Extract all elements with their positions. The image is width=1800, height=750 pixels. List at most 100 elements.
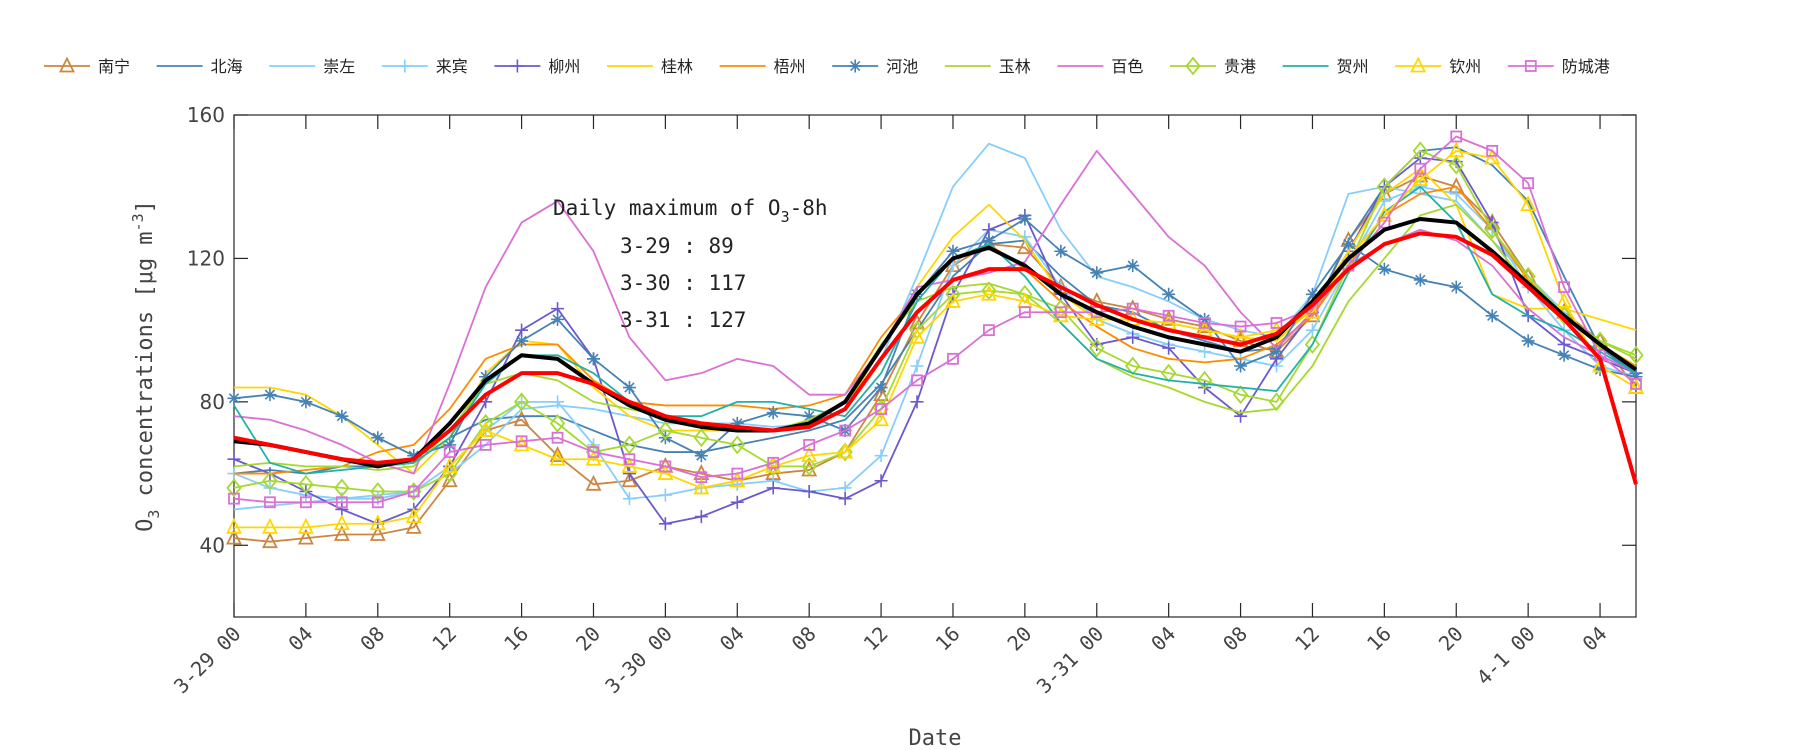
data-point-plus bbox=[802, 485, 816, 498]
legend-label: 柳州 bbox=[548, 57, 580, 76]
data-point-triangle bbox=[585, 474, 602, 491]
data-point-square bbox=[767, 456, 780, 469]
x-tick-label: 16 bbox=[499, 622, 533, 656]
annotation: Daily maximum of O3-8h 3-29 : 89 3-30 : … bbox=[553, 196, 828, 332]
data-point-diamond bbox=[442, 464, 458, 483]
legend-marker-plus bbox=[510, 59, 524, 73]
data-point-triangle bbox=[585, 449, 602, 466]
data-point-diamond bbox=[226, 478, 242, 498]
data-point-triangle bbox=[297, 528, 314, 545]
data-point-triangle bbox=[333, 525, 350, 541]
data-point-star bbox=[874, 381, 888, 395]
data-point-square bbox=[515, 435, 528, 448]
data-point-square bbox=[1270, 317, 1283, 329]
data-point-triangle bbox=[441, 456, 458, 473]
data-point-square bbox=[1054, 306, 1067, 319]
data-point-triangle bbox=[261, 532, 278, 549]
data-point-diamond bbox=[1089, 338, 1105, 358]
data-point-diamond bbox=[1232, 385, 1249, 405]
legend-item: 贺州 bbox=[1282, 57, 1369, 76]
y-tick-label: 40 bbox=[200, 533, 225, 557]
data-point-triangle bbox=[1160, 309, 1177, 326]
data-point-star bbox=[946, 244, 960, 258]
x-tick-label: 08 bbox=[355, 622, 389, 656]
data-point-star bbox=[1234, 359, 1248, 373]
data-point-triangle bbox=[1196, 317, 1213, 333]
data-point-plus bbox=[658, 488, 672, 502]
series-line bbox=[234, 167, 1637, 475]
data-point-square bbox=[335, 496, 348, 509]
data-point-star bbox=[1305, 287, 1319, 301]
legend-marker-diamond bbox=[1185, 56, 1201, 76]
axes-box bbox=[233, 114, 1637, 618]
data-point-triangle bbox=[513, 435, 530, 452]
data-point-diamond bbox=[981, 281, 997, 301]
data-point-triangle bbox=[837, 442, 854, 459]
data-point-triangle bbox=[1484, 148, 1501, 165]
data-point-diamond bbox=[549, 413, 566, 433]
x-tick-label: 3-29 00 bbox=[169, 622, 246, 699]
data-point-triangle bbox=[1520, 195, 1537, 212]
x-tick-label: 16 bbox=[1362, 622, 1396, 656]
data-point-square bbox=[443, 446, 456, 458]
legend-label: 南宁 bbox=[98, 57, 130, 76]
data-point-plus bbox=[227, 452, 241, 466]
legend-item: 百色 bbox=[1057, 57, 1143, 76]
data-point-diamond bbox=[1412, 141, 1428, 161]
data-point-plus bbox=[479, 395, 493, 409]
data-point-star bbox=[1018, 212, 1032, 226]
data-point-triangle bbox=[657, 464, 674, 480]
data-point-plus bbox=[766, 481, 780, 495]
legend: 南宁 北海 崇左 来宾 柳州 桂林 梧州 河池 玉林 百色 贵港 贺州 钦州 防城港 bbox=[44, 56, 1610, 76]
annotation-line-3-31: 3-31 : 127 bbox=[620, 308, 746, 332]
series-防城港 bbox=[228, 130, 1642, 509]
data-point-plus bbox=[1198, 345, 1212, 359]
series-桂林 bbox=[234, 167, 1637, 475]
data-point-star bbox=[730, 416, 744, 430]
data-point-star bbox=[586, 352, 600, 366]
data-point-square bbox=[1162, 309, 1175, 322]
data-point-plus bbox=[1126, 330, 1140, 344]
black-line bbox=[233, 216, 1638, 469]
data-point-diamond bbox=[1268, 392, 1285, 412]
data-point-square bbox=[264, 496, 276, 509]
data-point-triangle bbox=[729, 471, 746, 488]
data-point-triangle bbox=[909, 327, 925, 344]
legend-item: 北海 bbox=[156, 57, 243, 76]
x-tick-label: 20 bbox=[571, 622, 605, 656]
data-point-diamond bbox=[370, 482, 386, 501]
series-line bbox=[233, 218, 1637, 457]
data-point-plus bbox=[622, 467, 636, 481]
data-point-diamond bbox=[1304, 335, 1321, 354]
data-point-plus bbox=[658, 517, 672, 531]
x-tick-label: 04 bbox=[1146, 622, 1180, 656]
data-point-square bbox=[1630, 378, 1642, 390]
x-tick-label: 04 bbox=[283, 622, 317, 656]
data-point-star bbox=[515, 334, 529, 348]
series-lines bbox=[226, 130, 1644, 549]
data-point-square bbox=[1522, 177, 1535, 190]
data-point-plus bbox=[874, 474, 888, 488]
legend-label: 防城港 bbox=[1562, 57, 1610, 76]
data-point-triangle bbox=[1376, 205, 1393, 222]
data-point-star bbox=[1126, 259, 1140, 273]
legend-label: 玉林 bbox=[999, 57, 1031, 76]
data-point-triangle bbox=[226, 528, 242, 545]
red-line bbox=[233, 231, 1638, 485]
data-point-square bbox=[371, 496, 384, 509]
x-tick-label: 4-1 00 bbox=[1472, 622, 1540, 690]
data-point-star bbox=[479, 370, 493, 384]
series-line bbox=[233, 157, 1637, 525]
data-point-triangle bbox=[226, 517, 242, 534]
data-point-triangle bbox=[369, 525, 386, 541]
legend-item: 崇左 bbox=[269, 57, 355, 76]
legend-label: 来宾 bbox=[436, 57, 468, 76]
y-axis-label: O3 concentrations [μg m-3] bbox=[129, 200, 163, 532]
data-point-star bbox=[694, 449, 708, 463]
legend-marker-square bbox=[1524, 60, 1537, 72]
x-tick-label: 12 bbox=[427, 622, 461, 656]
legend-label: 桂林 bbox=[661, 57, 693, 76]
annotation-title: Daily maximum of O3-8h bbox=[553, 196, 828, 226]
data-point-star bbox=[299, 395, 313, 409]
